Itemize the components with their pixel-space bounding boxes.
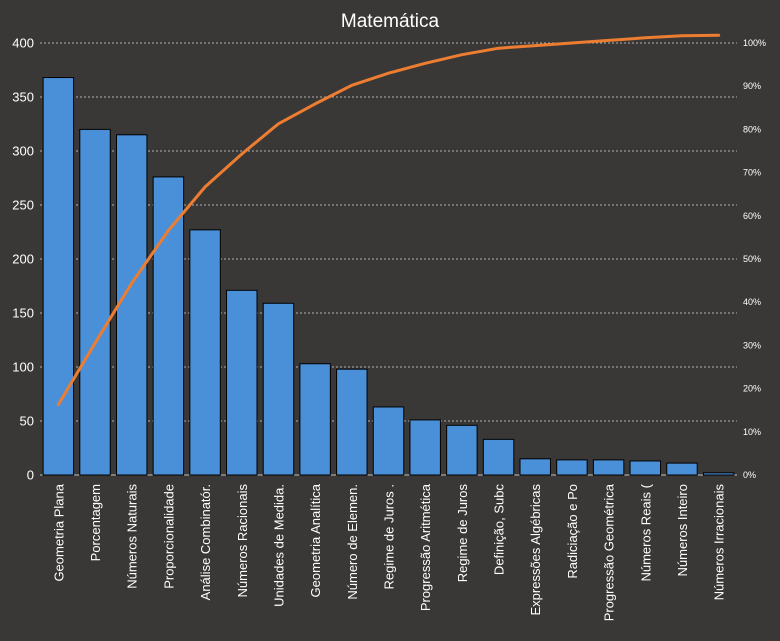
bar [702,472,735,476]
x-tick-label: Números Reais ( [638,483,653,581]
y2-tick-label: 80% [743,124,761,134]
y-tick-label: 50 [20,414,34,429]
bar [666,462,698,476]
x-tick-label: Expressões Algébricas [528,484,543,616]
x-tick-label: Geometria Analítica [308,483,323,597]
bar [409,419,441,476]
bars [42,77,735,476]
y-tick-label: 0 [27,468,34,483]
bar [372,406,405,476]
y2-tick-label: 10% [743,427,761,437]
bar [299,363,331,476]
x-tick-label: Regime de Juros . [382,484,397,590]
y-tick-label: 100 [12,360,34,375]
y-axis-ticks: 0 50 100 150 200 250 300 350 400 [12,36,34,483]
y2-tick-label: 0% [743,470,756,480]
bar [152,176,185,476]
y2-tick-label: 50% [743,254,761,264]
x-tick-label: Números Inteiro [675,484,690,576]
bar [189,229,221,476]
y2-tick-label: 100% [743,38,766,48]
y-tick-label: 400 [12,36,34,51]
bar [556,459,588,476]
x-tick-label: Número de Elemen. [345,484,360,600]
bar [336,368,368,476]
bar [629,460,662,476]
bar [226,289,258,476]
bar [446,424,478,476]
x-tick-label: Análise Combinatór. [198,484,213,600]
bar [592,459,625,476]
bar [79,128,111,476]
y-tick-label: 150 [12,306,34,321]
x-tick-label: Proporcionalidade [161,484,176,589]
x-tick-label: Números Racionais [235,484,250,598]
x-tick-label: Radiciação e Po [565,484,580,579]
y2-tick-label: 20% [743,384,761,394]
x-tick-label: Números Irracionais [712,484,727,601]
y2-tick-label: 70% [743,168,761,178]
bar [519,458,551,476]
x-tick-label: Geometria Plana [51,483,66,581]
y2-tick-label: 90% [743,81,761,91]
x-tick-label: Progressão Geométrica [602,483,617,621]
y-tick-label: 350 [12,90,34,105]
y-tick-label: 300 [12,144,34,159]
y-tick-label: 250 [12,198,34,213]
x-axis-ticks: Geometria Plana Porcentagem Números Natura… [51,483,726,621]
bar [42,77,75,476]
y-tick-label: 200 [12,252,34,267]
y2-tick-label: 60% [743,211,761,221]
chart-title: Matemática [341,11,440,32]
y2-tick-label: 30% [743,340,761,350]
x-tick-label: Definição, Subc [492,484,507,576]
x-tick-label: Porcentagem [88,484,103,561]
cumulative-line-group [56,33,721,407]
bar [262,302,295,476]
x-tick-label: Números Naturais [125,484,140,589]
x-tick-label: Progressão Aritmética [418,483,433,611]
y2-tick-label: 40% [743,297,761,307]
bar [115,134,148,476]
bar [482,438,515,476]
x-tick-label: Regime de Juros [455,484,470,583]
y2-axis-ticks: 0% 10% 20% 30% 40% 50% 60% 70% 80% 90% 100% [743,38,766,480]
cumulative-line [56,33,721,407]
x-tick-label: Unidades de Medida. [271,484,286,607]
